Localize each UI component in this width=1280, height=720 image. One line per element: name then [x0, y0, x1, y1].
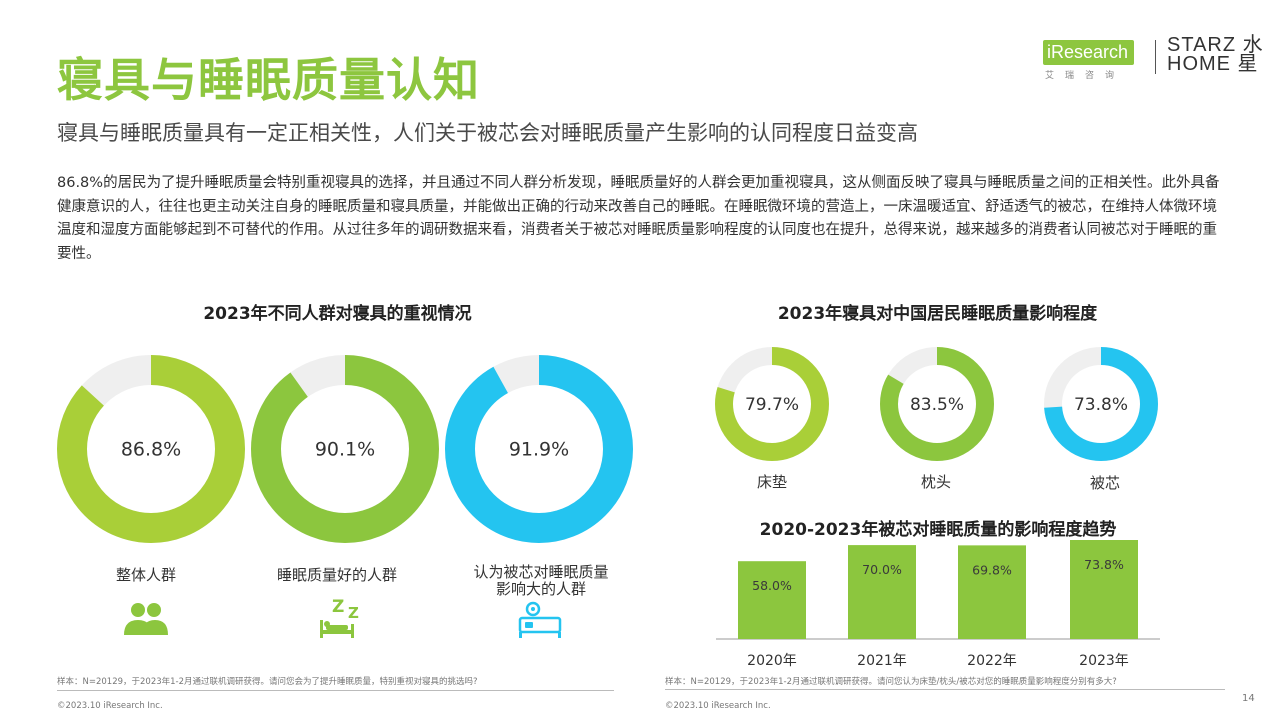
small-donut-3-arc [1044, 347, 1158, 461]
donut-label-good-sleepers: 睡眠质量好的人群 [276, 566, 397, 584]
right-donut-chart: 79.7% 83.5% 73.8% [715, 347, 1158, 461]
starz-home-logo: STARZ 水 HOME 星 [1167, 34, 1264, 75]
bar-tick-label-3: 2022年 [967, 653, 1017, 669]
bar-tick-label-2: 2021年 [857, 653, 907, 669]
small-donut-1-value-label: 79.7% [745, 395, 799, 415]
left-chart-title: 2023年不同人群对寝具的重视情况 [203, 304, 472, 324]
small-donut-1-arc [715, 347, 829, 461]
trend-bar-chart: 58.0% 2020年 70.0% 2021年 69.8% 2022年 73.8% 2023年 [716, 540, 1160, 669]
starz-logo-line1: STARZ 水 [1167, 34, 1264, 56]
page-subtitle: 寝具与睡眠质量具有一定正相关性，人们关于被芯会对睡眠质量产生影响的认同程度日益变… [57, 121, 918, 145]
donut-2-value-label: 90.1% [315, 439, 375, 461]
iresearch-logo-cn: 艾瑞咨询 [1045, 71, 1126, 81]
bar-tick-label-1: 2020年 [747, 653, 797, 669]
bar-1 [738, 561, 806, 639]
left-divider [57, 690, 614, 691]
donut-2-arc [251, 355, 439, 543]
left-copyright: ©2023.10 iResearch Inc. [57, 701, 163, 711]
donut-3-value-label: 91.9% [509, 439, 569, 461]
bed-quilt-icon [518, 601, 562, 638]
bar-value-label-2: 70.0% [862, 562, 902, 577]
donut-1-arc [57, 355, 245, 543]
right-copyright: ©2023.10 iResearch Inc. [665, 701, 771, 711]
right-top-chart-title: 2023年寝具对中国居民睡眠质量影响程度 [777, 304, 1098, 324]
people-icon [124, 603, 168, 635]
left-donut-chart: 86.8% 90.1% 91.9% [57, 355, 633, 543]
sleep-zzz-icon: Z Z [320, 597, 359, 638]
iresearch-logo-text: iResearch [1047, 42, 1129, 62]
page-title: 寝具与睡眠质量认知 [57, 53, 480, 107]
donut-label-quilt-believers: 认为被芯对睡眠质量影响大的人群 [473, 563, 609, 598]
bar-value-label-3: 69.8% [972, 562, 1012, 577]
bar-3 [958, 545, 1026, 639]
iresearch-logo: iResearch 艾瑞咨询 [1043, 40, 1135, 81]
right-divider [665, 689, 1225, 690]
small-donut-label-mattress: 床垫 [756, 473, 787, 491]
starz-logo-line2: HOME 星 [1167, 53, 1259, 75]
small-donut-2-arc [880, 347, 994, 461]
body-paragraph: 86.8%的居民为了提升睡眠质量会特别重视寝具的选择，并且通过不同人群分析发现，… [57, 175, 1220, 262]
donut-3-arc [445, 355, 633, 543]
right-bottom-chart-title: 2020-2023年被芯对睡眠质量的影响程度趋势 [759, 520, 1117, 540]
small-donut-2-value-label: 83.5% [910, 395, 964, 415]
logo-divider [1155, 40, 1156, 74]
donut-label-overall: 整体人群 [115, 566, 176, 584]
page-number: 14 [1242, 693, 1255, 704]
bar-4 [1070, 540, 1138, 639]
small-donut-label-quilt: 被芯 [1089, 474, 1120, 492]
bar-value-label-1: 58.0% [752, 578, 792, 593]
svg-text:Z: Z [332, 597, 344, 617]
small-donut-label-pillow: 枕头 [920, 473, 951, 491]
donut-1-value-label: 86.8% [121, 439, 181, 461]
bar-value-label-4: 73.8% [1084, 557, 1124, 572]
left-sample-note: 样本：N=20129，于2023年1-2月通过联机调研获得。请问您会为了提升睡眠… [57, 677, 478, 687]
small-donut-3-value-label: 73.8% [1074, 395, 1128, 415]
svg-text:Z: Z [348, 604, 359, 622]
bar-tick-label-4: 2023年 [1079, 653, 1129, 669]
bar-2 [848, 545, 916, 639]
right-sample-note: 样本：N=20129，于2023年1-2月通过联机调研获得。请问您认为床垫/枕头… [665, 677, 1117, 687]
